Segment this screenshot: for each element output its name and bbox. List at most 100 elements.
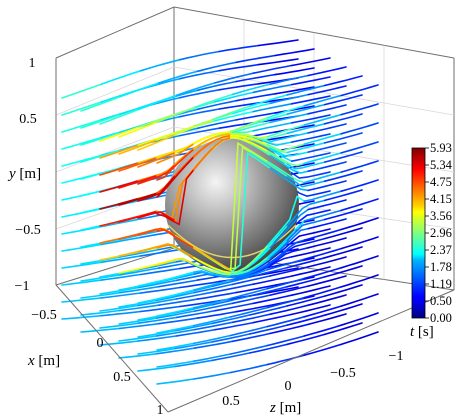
streamline-segment xyxy=(269,227,310,259)
streamline-segment xyxy=(119,322,160,330)
streamline-segment xyxy=(139,286,181,294)
streamline-segment xyxy=(156,229,195,249)
streamline-segment xyxy=(307,218,347,230)
streamline-segment xyxy=(286,218,326,242)
streamline-segment xyxy=(80,149,121,163)
streamline-segment xyxy=(157,298,199,307)
streamline-segment xyxy=(99,126,140,142)
streamline-segment xyxy=(137,211,177,222)
colorbar-tick-label: 0.50 xyxy=(430,294,452,308)
colorbar-tick-label: 0.00 xyxy=(430,311,452,325)
streamline-segment xyxy=(156,169,195,226)
streamline-segment xyxy=(99,179,140,193)
streamline-segment xyxy=(286,123,326,135)
streamline-segment xyxy=(235,54,277,64)
streamline-segment xyxy=(196,310,238,319)
streamline-segment xyxy=(118,174,158,189)
streamline-segment xyxy=(156,148,195,181)
streamline-segment xyxy=(286,276,326,288)
streamline-segment xyxy=(340,84,379,97)
streamline-segment xyxy=(211,295,251,306)
streamline-segment xyxy=(99,197,140,210)
streamline-segment xyxy=(100,70,142,85)
streamline-segment xyxy=(99,304,140,312)
streamline-segment xyxy=(303,247,343,261)
y-tick-label: 0.5 xyxy=(19,112,37,127)
streamline-segment xyxy=(193,133,232,150)
streamline-segment xyxy=(118,210,158,223)
streamline-segment xyxy=(156,271,195,283)
streamline-segment xyxy=(61,243,103,252)
streamline-segment xyxy=(290,186,331,198)
streamline-segment xyxy=(214,72,255,84)
streamline-segment xyxy=(156,360,195,368)
streamline-segment xyxy=(340,103,379,116)
streamline-segment xyxy=(286,103,326,115)
streamline-segment xyxy=(266,315,306,328)
streamline-segment xyxy=(231,313,272,324)
streamline-segment xyxy=(266,160,306,184)
streamline-segment xyxy=(290,114,331,124)
streamline-segment xyxy=(323,151,363,163)
z-tick-label: −1 xyxy=(389,349,404,364)
streamline-segment xyxy=(286,142,326,154)
streamline-segment xyxy=(179,89,221,99)
streamline-segment xyxy=(269,247,310,266)
streamline-segment xyxy=(303,324,343,337)
streamline-segment xyxy=(269,132,310,143)
streamline-segment xyxy=(340,274,379,288)
streamline-segment xyxy=(193,316,232,327)
streamline-segment xyxy=(211,276,251,288)
y-tick-label: −1 xyxy=(15,279,30,294)
streamline-segment xyxy=(266,220,306,259)
streamline-segment xyxy=(156,289,195,300)
streamline-segment xyxy=(303,305,343,318)
streamline-segment xyxy=(156,244,195,259)
streamline-segment xyxy=(307,275,347,287)
streamline-segment xyxy=(340,331,379,346)
z-tick-label: 0.5 xyxy=(222,394,240,409)
streamline-segment xyxy=(257,286,299,296)
streamline-segment xyxy=(99,286,140,295)
streamline-segment xyxy=(323,75,363,87)
streamline-segment xyxy=(307,161,347,172)
streamline-segment xyxy=(303,190,343,202)
streamline-segment xyxy=(137,335,178,342)
streamline-segment xyxy=(323,113,363,125)
streamline-segment xyxy=(214,283,255,293)
streamline-segment xyxy=(340,160,379,173)
streamline-segment xyxy=(137,174,177,202)
streamline-segment xyxy=(269,285,310,296)
streamline-segment xyxy=(119,267,160,276)
streamline-segment xyxy=(156,328,196,337)
z-tick-label: 0 xyxy=(285,379,292,394)
streamline-segment xyxy=(252,83,293,94)
streamline-segment xyxy=(137,163,177,185)
streamline-segment xyxy=(179,69,221,80)
streamline-segment xyxy=(257,39,299,47)
streamline-segment xyxy=(139,305,181,313)
streamline-segment xyxy=(156,378,195,385)
streamline-segment xyxy=(118,335,158,342)
streamline-segment xyxy=(266,195,306,247)
streamline-segment xyxy=(193,256,232,274)
x-axis-label: x [m] xyxy=(27,353,60,369)
streamline-segment xyxy=(286,314,326,326)
colorbar-label: t [s] xyxy=(410,324,434,340)
x-tick-label: −0.5 xyxy=(31,308,56,323)
streamline-segment xyxy=(139,58,181,72)
streamline-segment xyxy=(290,285,331,297)
colorbar-tick-label: 1.78 xyxy=(430,260,452,274)
streamline-segment xyxy=(80,291,121,299)
streamline-segment xyxy=(252,140,293,162)
streamline-segment xyxy=(137,298,178,307)
streamline-segment xyxy=(137,279,178,289)
streamline-segment xyxy=(323,265,363,278)
streamline-segment xyxy=(156,125,196,141)
streamline-segment xyxy=(323,227,363,240)
streamline-segment xyxy=(303,266,343,280)
streamline-segment xyxy=(175,82,216,96)
streamline-segment xyxy=(179,280,221,289)
streamline-segment xyxy=(252,256,293,275)
